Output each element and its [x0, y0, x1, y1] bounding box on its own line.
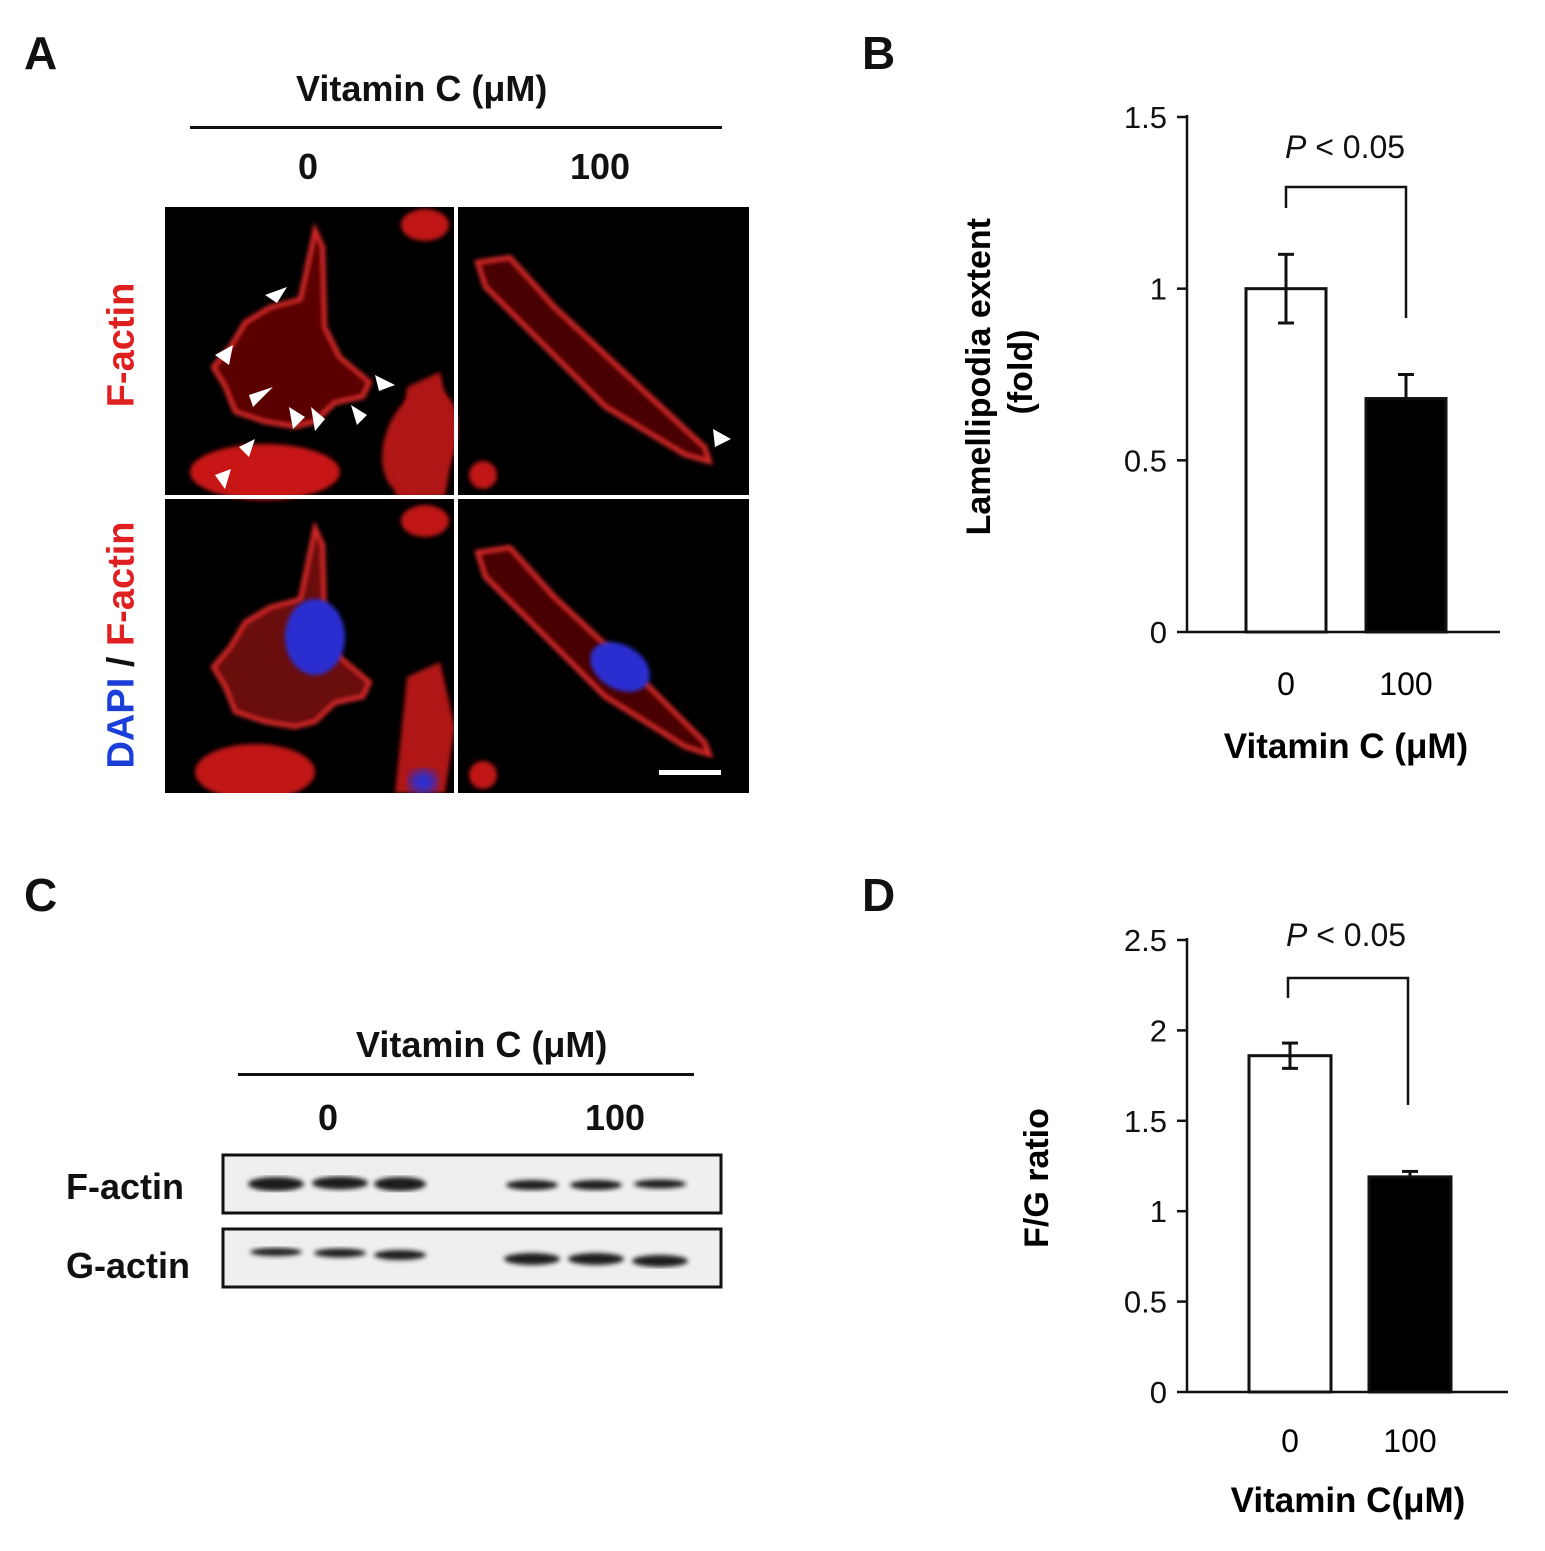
- y-axis-label: F/G ratio: [1018, 1108, 1056, 1248]
- factin-bands: [248, 1176, 686, 1191]
- micrograph-grid: [165, 207, 749, 793]
- y-tick-label: 1: [1150, 1194, 1167, 1229]
- panel-a-letter: A: [24, 27, 58, 79]
- y-tick-label: 1.5: [1124, 100, 1167, 135]
- y-tick-label: 1: [1150, 272, 1167, 307]
- panel-a-col-100: 100: [570, 146, 631, 187]
- panel-a-row-label-dapi-factin: DAPI / F-actin: [101, 521, 144, 768]
- label-separator: /: [100, 646, 143, 678]
- y-tick-label: 2.5: [1124, 923, 1167, 958]
- y-tick-label: 0: [1150, 1375, 1167, 1410]
- y-tick-label: 0: [1150, 615, 1167, 650]
- micrograph-0-factin: [190, 209, 458, 500]
- panel-b-letter: B: [862, 27, 896, 79]
- panel-c-letter: C: [24, 869, 58, 921]
- blot-row-label-factin: F-actin: [66, 1166, 185, 1207]
- panel-a-header: Vitamin C (μM): [296, 68, 548, 109]
- scale-bar: [659, 770, 721, 775]
- y-axis-label-line2: (fold): [1002, 330, 1040, 415]
- panel-a-header-rule: [190, 126, 722, 129]
- western-blot: [221, 1153, 723, 1289]
- panel-c-col-100: 100: [585, 1097, 646, 1138]
- y-tick-label: 0.5: [1124, 443, 1167, 478]
- dapi-label: DAPI: [100, 677, 143, 769]
- x-tick-100: 100: [1379, 666, 1432, 702]
- bar-100: [1364, 397, 1448, 634]
- bar-0: [1247, 1054, 1333, 1394]
- y-axis-label-line1: Lamellipodia extent: [960, 218, 998, 535]
- panel-d-letter: D: [862, 869, 896, 921]
- p-value: P < 0.05: [1285, 129, 1405, 165]
- significance-bracket: [1286, 976, 1410, 1105]
- p-symbol: P: [1285, 129, 1307, 165]
- x-axis-label: Vitamin C (μM): [1224, 727, 1468, 766]
- bar-0: [1244, 287, 1328, 634]
- panel-a-col-0: 0: [298, 146, 319, 187]
- micrograph-0-merge: [195, 505, 455, 793]
- y-tick-label: 1.5: [1124, 1104, 1167, 1139]
- micrograph-svg: [165, 207, 749, 793]
- panel-c-col-0: 0: [318, 1097, 339, 1138]
- x-tick-0: 0: [1281, 1423, 1299, 1459]
- panel-c-header-rule: [238, 1073, 694, 1076]
- x-tick-0: 0: [1277, 666, 1295, 702]
- y-tick-label: 0.5: [1124, 1285, 1167, 1320]
- micrograph-100-merge: [469, 544, 721, 789]
- panel-a-row-label-factin: F-actin: [100, 282, 143, 408]
- panel-b-chart: 0 0.5 1 1.5 P < 0.05 0 100 Vitamin C (μM) L…: [960, 100, 1500, 766]
- x-tick-100: 100: [1383, 1423, 1436, 1459]
- p-threshold: < 0.05: [1306, 129, 1405, 165]
- y-tick-label: 2: [1150, 1013, 1167, 1048]
- p-symbol: P: [1286, 917, 1308, 953]
- x-axis-label: Vitamin C(μM): [1231, 1481, 1466, 1520]
- panel-c-header: Vitamin C (μM): [356, 1024, 608, 1065]
- micrograph-100-factin: [469, 254, 731, 489]
- panel-d-chart: 0 0.5 1 1.5 2 2.5 P < 0.05 0 100 Vitamin C(μM…: [1018, 917, 1508, 1520]
- factin-label: F-actin: [100, 521, 143, 647]
- significance-bracket: [1284, 185, 1408, 318]
- p-value: P < 0.05: [1286, 917, 1406, 953]
- bar-100: [1367, 1175, 1453, 1394]
- gactin-bands: [250, 1248, 688, 1267]
- y-axis-label: Lamellipodia extent (fold): [960, 209, 1040, 536]
- blot-row-label-gactin: G-actin: [66, 1245, 191, 1286]
- p-threshold: < 0.05: [1307, 917, 1406, 953]
